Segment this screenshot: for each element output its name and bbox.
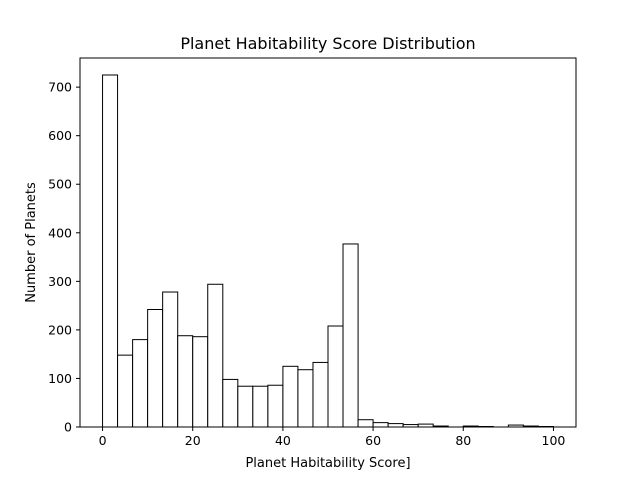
- y-axis-label: Number of Planets: [24, 182, 39, 303]
- y-tick-label: 100: [48, 371, 72, 386]
- y-axis-ticks: 0 100 200 300 400 500 600 700: [48, 80, 80, 435]
- histogram-bars: [102, 74, 554, 428]
- histogram-bar-5: [177, 335, 194, 428]
- histogram-bar-1: [117, 354, 134, 428]
- histogram-bar-12: [282, 365, 299, 428]
- histogram-bar-4: [162, 291, 179, 428]
- x-tick-label: 100: [542, 433, 566, 448]
- x-axis-label: Planet Habitability Score]: [245, 456, 410, 471]
- y-tick-label: 300: [48, 274, 72, 289]
- y-tick-label: 0: [64, 420, 72, 435]
- histogram-bar-0: [102, 74, 119, 428]
- histogram-bar-17: [357, 419, 374, 428]
- histogram-bar-13: [297, 369, 314, 428]
- histogram-bar-6: [192, 336, 209, 428]
- x-tick-label: 60: [365, 433, 381, 448]
- x-axis-ticks: 0 20 40 60 80 100: [99, 427, 566, 448]
- histogram-bar-11: [267, 384, 284, 428]
- histogram-bar-18: [372, 422, 389, 428]
- chart-title: Planet Habitability Score Distribution: [180, 34, 475, 53]
- histogram-bar-7: [207, 283, 224, 428]
- y-tick-label: 200: [48, 322, 72, 337]
- y-tick-label: 600: [48, 128, 72, 143]
- y-tick-label: 400: [48, 225, 72, 240]
- x-tick-label: 0: [99, 433, 107, 448]
- histogram-bar-2: [132, 339, 149, 428]
- histogram-bar-8: [222, 378, 239, 428]
- histogram-bar-9: [237, 385, 254, 428]
- x-tick-label: 40: [275, 433, 291, 448]
- histogram-bar-10: [252, 385, 269, 428]
- plot-frame: [79, 57, 577, 428]
- histogram-bar-3: [147, 309, 164, 428]
- x-tick-label: 80: [455, 433, 471, 448]
- histogram-bar-19: [387, 423, 404, 428]
- x-tick-label: 20: [185, 433, 201, 448]
- histogram-bar-15: [327, 325, 344, 428]
- histogram-bar-16: [342, 243, 359, 428]
- y-tick-label: 700: [48, 80, 72, 95]
- histogram-bar-14: [312, 361, 329, 428]
- y-tick-label: 500: [48, 177, 72, 192]
